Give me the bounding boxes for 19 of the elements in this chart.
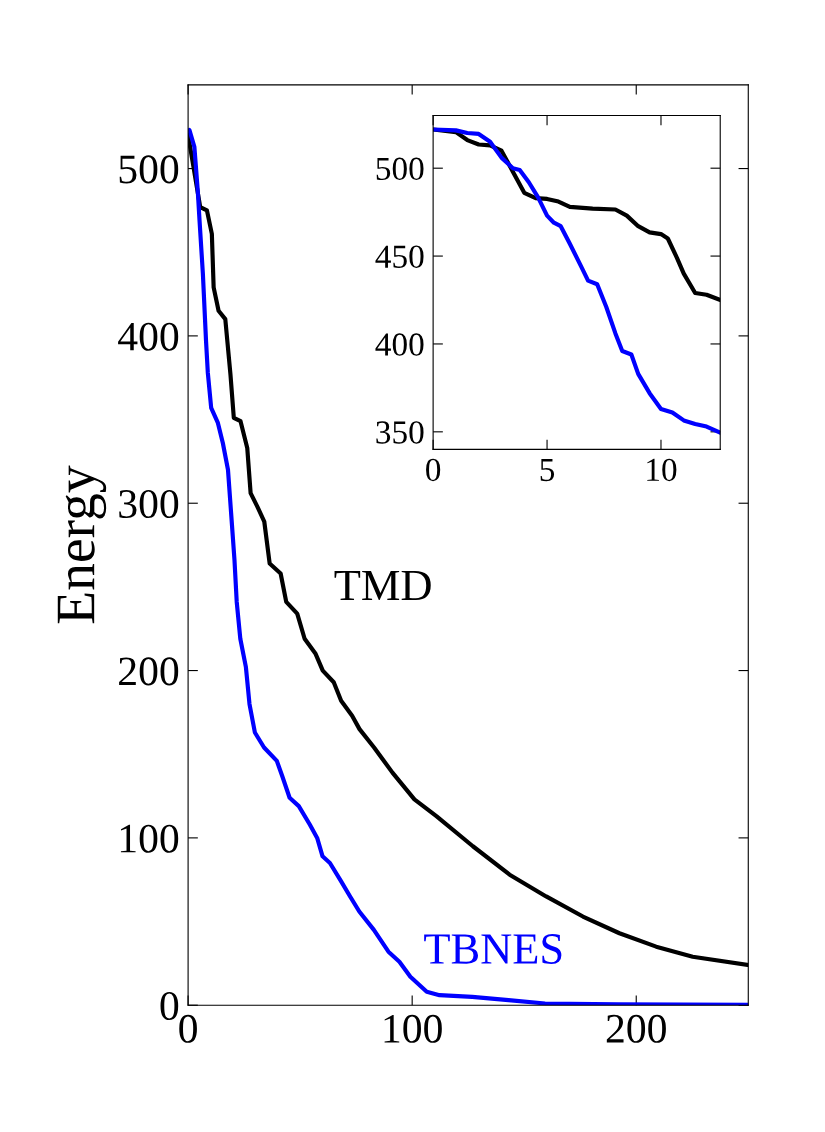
x-tick-label: 200 [606,1014,666,1043]
y-axis-title: Energy [57,465,107,624]
y-tick-label: 400 [375,333,424,356]
x-tick-label: 0 [426,458,441,482]
y-tick-label: 450 [375,245,424,268]
y-tick-label: 0 [160,991,179,1021]
y-tick-label: 200 [119,657,179,686]
series-label: TMD [334,570,431,601]
y-tick-label: 300 [119,489,179,519]
y-tick-label: 400 [118,322,179,351]
y-tick-label: 350 [376,421,424,444]
series-label: TBNES [424,934,562,964]
x-tick-label: 5 [540,459,555,482]
line-series [433,127,721,435]
y-tick-label: 100 [120,824,179,853]
y-tick-label: 500 [376,157,424,181]
y-tick-label: 500 [119,155,179,184]
x-tick-label: 10 [647,458,677,482]
x-tick-label: 0 [179,1014,197,1043]
